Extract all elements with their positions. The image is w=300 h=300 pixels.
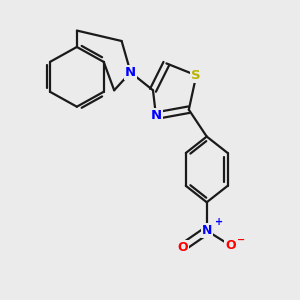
Text: N: N — [202, 224, 212, 237]
Text: −: − — [237, 235, 245, 244]
Text: S: S — [191, 69, 201, 82]
Text: O: O — [178, 241, 188, 254]
Text: +: + — [215, 217, 223, 227]
Text: N: N — [125, 66, 136, 79]
Text: N: N — [150, 109, 161, 122]
Text: O: O — [225, 239, 236, 252]
